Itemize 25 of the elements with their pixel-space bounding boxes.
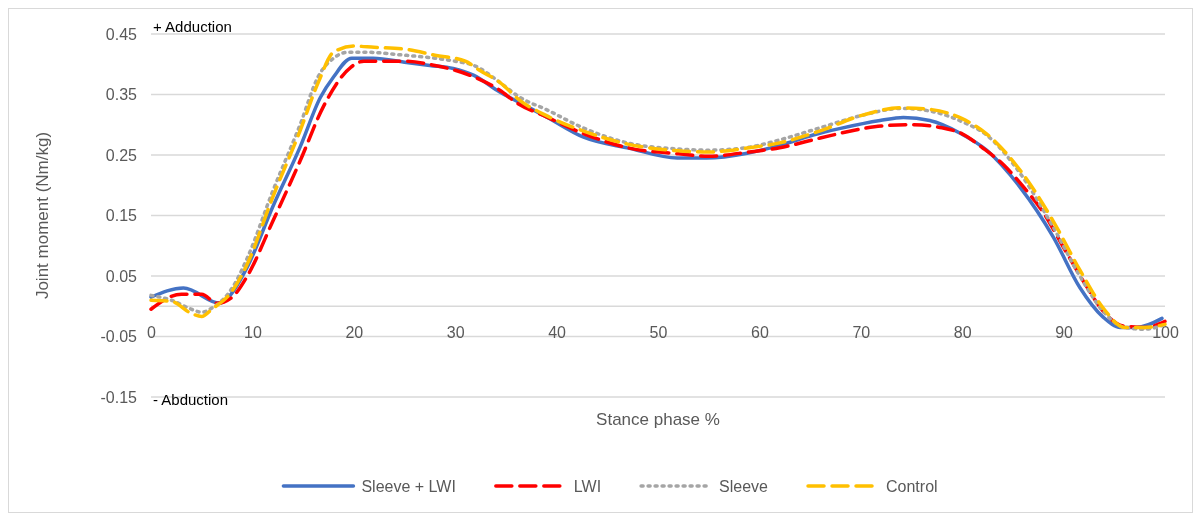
x-tick-label: 60 [751, 323, 769, 341]
x-tick-label: 20 [345, 323, 364, 341]
x-tick-label: 80 [953, 323, 972, 341]
x-tick-label: 90 [1055, 323, 1074, 341]
y-tick-label: 0.15 [105, 207, 138, 225]
legend-label: Sleeve [719, 478, 769, 495]
legend-label: Control [886, 478, 938, 495]
x-tick-label: 40 [548, 323, 567, 341]
x-axis-title: Stance phase % [596, 410, 720, 429]
x-tick-label: 30 [446, 323, 465, 341]
y-tick-label: 0.45 [105, 25, 138, 43]
legend-label: LWI [573, 478, 602, 495]
legend-label: Sleeve + LWI [361, 478, 456, 495]
y-tick-label: 0.35 [105, 86, 138, 104]
y-tick-label: -0.05 [100, 328, 138, 346]
x-tick-label: 0 [147, 323, 157, 341]
annotation: + Adduction [153, 18, 232, 35]
x-tick-label: 70 [852, 323, 871, 341]
y-tick-label: 0.25 [105, 146, 138, 164]
x-tick-label: 50 [649, 323, 668, 341]
y-axis-title: Joint moment (Nm/kg) [33, 131, 52, 300]
annotation: - Abduction [153, 391, 229, 408]
y-tick-label: 0.05 [105, 267, 138, 285]
x-tick-label: 10 [244, 323, 262, 341]
y-tick-label: -0.15 [100, 388, 138, 406]
